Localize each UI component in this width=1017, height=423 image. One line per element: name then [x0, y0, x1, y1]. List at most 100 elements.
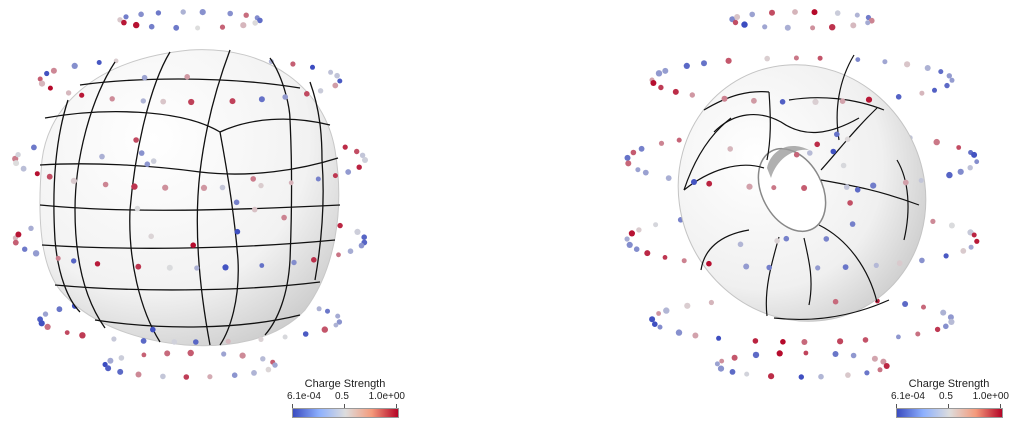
- charge-point: [880, 358, 887, 365]
- sphere-panel: Charge Strength 6.1e-04 0.5 1.0e+00: [0, 0, 508, 423]
- charge-point: [684, 302, 691, 309]
- charge-point: [162, 184, 169, 191]
- charge-point: [107, 357, 114, 364]
- charge-point: [258, 336, 264, 342]
- charge-point: [663, 307, 670, 314]
- color-legend: Charge Strength 6.1e-04 0.5 1.0e+00: [285, 378, 405, 418]
- charge-point: [896, 260, 903, 267]
- charge-point: [855, 57, 861, 62]
- charge-point: [865, 96, 873, 103]
- charge-point: [843, 184, 850, 190]
- charge-point: [20, 165, 27, 172]
- charge-point: [793, 151, 800, 158]
- charge-point: [288, 180, 294, 186]
- charge-point: [974, 238, 980, 244]
- charge-point: [729, 369, 736, 375]
- charge-point: [779, 99, 786, 105]
- charge-point: [102, 181, 109, 188]
- charge-point: [895, 94, 902, 100]
- charge-point: [64, 330, 70, 335]
- charge-point: [316, 306, 322, 312]
- charge-point: [32, 250, 40, 257]
- charge-point: [830, 148, 837, 155]
- charge-point: [956, 145, 962, 150]
- charge-point: [135, 263, 142, 270]
- torus-render: [624, 9, 980, 380]
- charge-point: [717, 365, 725, 372]
- charge-point: [649, 316, 656, 323]
- charge-point: [282, 94, 289, 100]
- charge-point: [960, 248, 967, 254]
- charge-point: [708, 299, 714, 306]
- charge-point: [219, 24, 226, 30]
- charge-point: [947, 314, 954, 321]
- charge-point: [630, 149, 637, 156]
- charge-point: [949, 77, 955, 83]
- charge-point: [691, 179, 697, 185]
- charge-point: [310, 64, 315, 70]
- charge-point: [873, 262, 879, 268]
- charge-point: [332, 82, 339, 89]
- charge-point: [28, 225, 34, 231]
- charge-point: [333, 322, 339, 328]
- charge-point: [184, 74, 190, 80]
- charge-point: [362, 157, 368, 163]
- charge-point: [940, 309, 947, 316]
- charge-point: [784, 24, 791, 31]
- charge-point: [356, 164, 362, 170]
- charge-point: [968, 244, 974, 250]
- charge-point: [743, 263, 750, 270]
- charge-point: [160, 373, 166, 380]
- sphere-mesh-lines: [39, 49, 341, 346]
- charge-point: [864, 370, 870, 376]
- charge-point: [714, 361, 720, 367]
- charge-point: [776, 350, 783, 357]
- charge-point: [692, 332, 699, 339]
- charge-point: [902, 179, 909, 186]
- torus-inner-shadow: [767, 146, 809, 178]
- legend-tick-marks: [896, 404, 1001, 408]
- charge-point: [160, 98, 167, 105]
- charge-point: [15, 152, 21, 158]
- charge-point: [250, 176, 256, 182]
- charge-point: [823, 236, 830, 242]
- charge-point: [22, 246, 28, 252]
- charge-point: [938, 69, 944, 75]
- legend-mid-label: 0.5: [335, 391, 349, 402]
- charge-point: [832, 351, 839, 357]
- charge-point: [96, 60, 102, 65]
- charge-point: [943, 323, 949, 330]
- charge-point: [229, 98, 236, 105]
- charge-point: [240, 22, 247, 29]
- charge-point: [731, 354, 738, 361]
- charge-point: [79, 92, 85, 98]
- charge-point: [676, 137, 682, 143]
- charge-point: [335, 313, 341, 319]
- charge-point: [792, 9, 798, 15]
- charge-point: [946, 73, 952, 79]
- charge-point: [219, 184, 226, 191]
- charge-point: [135, 371, 142, 378]
- charge-point: [854, 187, 861, 193]
- legend-colorbar: [292, 408, 399, 418]
- charge-point: [870, 182, 877, 189]
- charge-point: [681, 258, 687, 264]
- charge-point: [849, 221, 856, 227]
- charge-point: [896, 334, 901, 340]
- torus-mesh-lines: [683, 54, 920, 320]
- legend-colorbar: [896, 408, 1003, 418]
- sphere-surface: [39, 49, 340, 347]
- charge-point: [195, 25, 201, 31]
- charge-point: [882, 59, 888, 65]
- charge-point: [624, 236, 630, 242]
- charge-point: [847, 200, 853, 206]
- charge-point: [225, 338, 231, 344]
- legend-mid-label: 0.5: [939, 391, 953, 402]
- charge-point: [812, 98, 819, 105]
- charge-point: [672, 88, 679, 95]
- charge-point: [123, 14, 129, 20]
- charge-point: [231, 372, 238, 379]
- charge-point: [832, 298, 839, 305]
- charge-point: [222, 264, 229, 271]
- charge-point: [239, 352, 246, 359]
